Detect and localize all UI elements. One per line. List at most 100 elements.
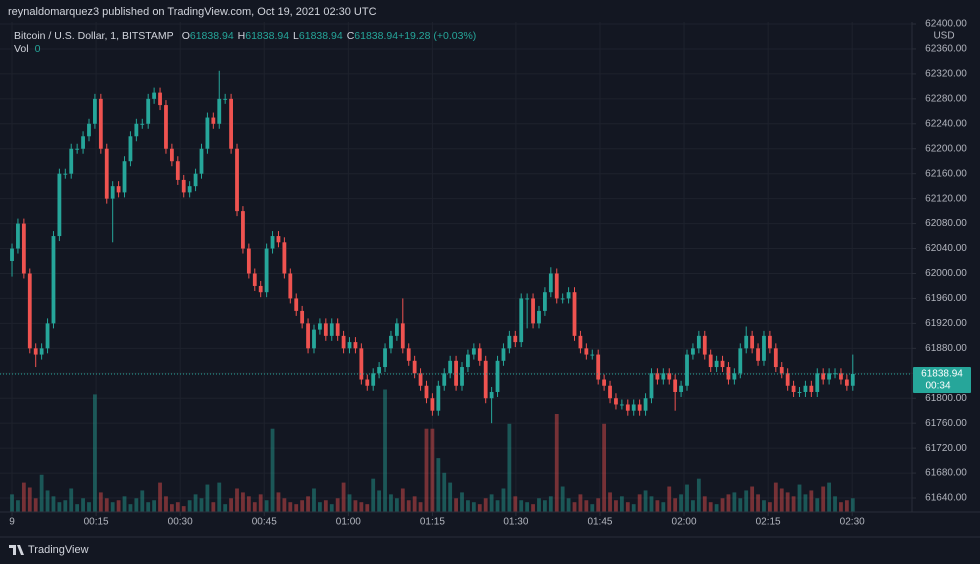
x-tick-label: 9 — [9, 517, 15, 528]
volume-bar — [708, 502, 713, 512]
candle-body — [276, 236, 281, 243]
y-tick-label: 62000.00 — [925, 268, 967, 279]
candle-body — [732, 373, 737, 380]
x-tick-label: 01:15 — [420, 517, 445, 528]
candle-body — [412, 360, 417, 374]
volume-bar — [691, 500, 695, 512]
volume-bar — [87, 502, 91, 512]
candle-body — [466, 354, 470, 368]
candle-body — [554, 273, 559, 299]
volume-bar — [217, 482, 222, 512]
legend: Bitcoin / U.S. Dollar, 1, BITSTAMP O61838… — [14, 30, 476, 42]
volume-bar — [63, 500, 68, 512]
candle-body — [33, 348, 38, 355]
volume-bar — [679, 494, 683, 512]
volume-bar — [560, 486, 565, 512]
volume-bar — [134, 498, 139, 512]
candle-body — [471, 348, 476, 355]
symbol: Bitcoin / U.S. Dollar, 1, BITSTAMP — [14, 30, 174, 42]
x-tick-label: 02:15 — [756, 517, 781, 528]
candle-body — [833, 373, 837, 375]
y-tick-label: 61880.00 — [925, 343, 967, 354]
candle-body — [235, 148, 239, 212]
volume-bar — [809, 490, 814, 512]
candle-body — [756, 348, 760, 361]
y-tick-label: 61720.00 — [925, 443, 967, 454]
candle-body — [803, 385, 808, 392]
volume-bar — [537, 498, 541, 512]
volume-legend: Vol 0 — [14, 43, 41, 55]
volume-bar — [187, 500, 192, 512]
candle-body — [394, 323, 399, 336]
volume-bar — [702, 496, 707, 512]
volume-bar — [673, 498, 678, 512]
volume-bar — [649, 496, 654, 512]
volume-bar — [98, 492, 103, 512]
candle-body — [637, 404, 642, 411]
volume-bar — [608, 492, 612, 512]
legend-key: C — [347, 30, 355, 42]
y-tick-label: 62360.00 — [925, 44, 967, 55]
candle-body — [791, 385, 796, 392]
volume-bar — [460, 492, 464, 512]
x-tick-label: 00:30 — [168, 517, 193, 528]
candle-body — [258, 285, 263, 293]
volume-bar — [10, 494, 14, 512]
candle-body — [341, 335, 346, 349]
volume-bar — [685, 484, 689, 512]
volume-bar — [767, 502, 772, 512]
candle-body — [785, 373, 790, 386]
volume-bar — [436, 458, 441, 512]
candle-body — [673, 379, 678, 392]
volume-bar — [756, 494, 760, 512]
volume-bar — [720, 498, 725, 512]
volume-bar — [128, 504, 133, 512]
volume-bar — [803, 494, 808, 512]
candle-body — [223, 98, 228, 100]
x-tick-label: 01:45 — [587, 517, 612, 528]
volume-bar — [318, 502, 322, 512]
candle-body — [531, 298, 535, 324]
volume-bar — [430, 428, 435, 512]
volume-bar — [531, 504, 535, 512]
volume-bar — [548, 496, 553, 512]
candle-body — [489, 391, 494, 399]
candle-body — [809, 385, 814, 392]
volume-bar — [667, 486, 672, 512]
volume-bar — [329, 504, 334, 512]
volume-bar — [442, 472, 447, 512]
candle-body — [596, 354, 601, 380]
volume-bar — [602, 423, 607, 512]
candle-body — [181, 179, 186, 193]
candle-body — [246, 248, 251, 274]
candle-body — [335, 323, 340, 336]
candle-body — [525, 298, 530, 300]
candle-body — [205, 117, 210, 149]
volume-bar — [122, 496, 127, 512]
candle-body — [720, 360, 725, 368]
candle-body — [75, 148, 80, 150]
volume-bar — [696, 478, 701, 512]
volume-bar — [347, 494, 352, 512]
volume-bar — [424, 428, 429, 512]
volume-bar — [16, 500, 20, 512]
candle-body — [187, 186, 192, 193]
candle-body — [282, 242, 287, 274]
volume-bar — [501, 488, 506, 512]
volume-bar — [466, 500, 470, 512]
legend-value: 61838.94 — [354, 30, 398, 42]
volume-bar — [229, 498, 233, 512]
volume-bar — [205, 484, 210, 512]
candle-body — [116, 186, 121, 193]
volume-bar — [93, 394, 97, 512]
y-tick-label: 61920.00 — [925, 318, 967, 329]
candle-body — [631, 404, 636, 411]
volume-bar — [625, 502, 630, 512]
y-tick-label: 62240.00 — [925, 118, 967, 129]
candle-body — [45, 323, 50, 349]
y-tick-label: 62320.00 — [925, 69, 967, 80]
volume-bar — [471, 502, 476, 512]
candle-body — [241, 211, 245, 249]
candle-body — [359, 348, 364, 380]
